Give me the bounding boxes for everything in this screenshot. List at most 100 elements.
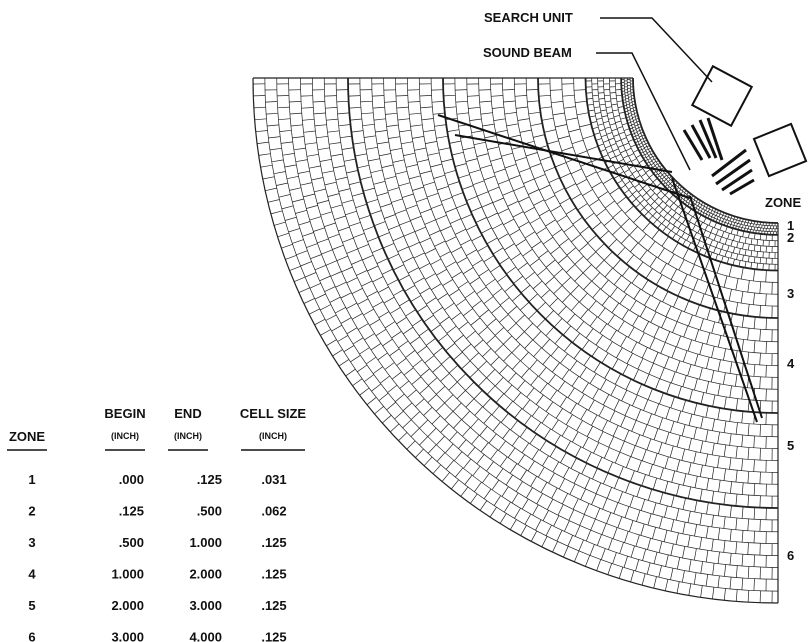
table-cell: 3.000 [111,630,144,642]
search-unit [682,64,808,196]
mesh-arc [537,77,779,319]
table-cell: 5 [28,598,35,613]
mesh-arc [466,77,779,390]
mesh-arc [478,77,779,378]
table-cell: 2.000 [111,598,144,613]
table-cell: .125 [261,567,286,582]
wave [690,124,712,159]
mesh-radials [276,83,773,580]
mesh-arc [395,77,779,461]
wave [721,168,753,192]
table-cell: .125 [261,535,286,550]
table-header-unit: (INCH) [259,431,287,441]
mesh-radials [514,83,773,342]
mesh-arc [623,77,779,233]
mesh-arc [276,77,779,580]
table-cell: .031 [261,472,286,487]
table-cell: .062 [261,504,286,519]
mesh-radials [407,89,779,449]
mesh-arc [608,77,779,248]
mesh-arc [454,77,779,402]
wave [715,158,751,186]
table-cell: .125 [197,472,222,487]
mesh-arc [371,77,779,485]
mesh-radials [300,83,773,556]
mesh-radials [466,83,773,390]
mesh [252,77,779,604]
leader-line [596,52,691,171]
mesh-arc [591,77,779,265]
mesh-arc [626,77,779,230]
mesh-arc [335,77,779,521]
mesh-arc [549,77,779,307]
table-cell: 4.000 [189,630,222,642]
table-header: ZONE [9,429,45,444]
mesh-radials [395,83,773,461]
table-cell: .000 [119,472,144,487]
wave [706,117,724,161]
zone-marker: 6 [787,548,794,563]
wave [711,148,747,178]
wave [698,119,718,159]
sound-beam [437,114,763,423]
mesh-radials [526,89,779,330]
search-unit-label: SEARCH UNIT [484,10,573,25]
mesh-arc [312,77,779,544]
mesh-radials [288,89,779,568]
mesh-arc [525,77,779,331]
table-header: CELL SIZE [240,406,307,421]
mesh-arc [323,77,779,533]
mesh-arc [620,77,779,236]
mesh-radials [561,83,773,295]
mesh-arc [418,77,779,438]
mesh-arc [597,77,779,259]
zone-marker: 2 [787,230,794,245]
table-cell: 4 [28,567,36,582]
table-cell: .500 [197,504,222,519]
mesh-radials [443,83,773,413]
zone-marker: 1 [787,218,794,233]
table-cell: 1.000 [111,567,144,582]
mesh-radials [550,89,779,307]
table-cell: 1.000 [189,535,222,550]
leader-line [600,17,713,83]
mesh-radials [347,83,773,509]
table-header-unit: (INCH) [174,431,202,441]
table-cell: .125 [261,598,286,613]
table-cell: 3 [28,535,35,550]
mesh-arc [347,77,779,509]
mesh-arc [264,77,779,592]
table-header: BEGIN [104,406,145,421]
mesh-radials [324,83,773,532]
transducer [752,122,808,178]
beam-line [671,177,758,423]
mesh-arc [502,77,779,354]
table-cell: 6 [28,630,35,642]
zone-marker: 4 [787,356,795,371]
beam-line [689,195,763,419]
table-cell: .125 [119,504,144,519]
table-cell: 2.000 [189,567,222,582]
mesh-radials [478,89,779,378]
transducer [690,64,754,128]
mesh-arc [573,77,779,283]
mesh-radials [252,83,773,604]
mesh-arc [430,77,779,426]
mesh-arc [513,77,779,343]
mesh-radials [264,89,779,592]
mesh-radials [419,83,773,437]
zone-label: ZONE [765,195,801,210]
table-cell: .125 [261,630,286,642]
mesh-arc [383,77,779,473]
mesh-arc [442,77,779,414]
wave [729,178,755,196]
mesh-arc [603,77,779,253]
table-cell: .500 [119,535,144,550]
table-header: END [174,406,201,421]
sound-beam-label: SOUND BEAM [483,45,572,60]
mesh-radials [490,83,773,366]
mesh-arc [614,77,779,242]
table-cell: 1 [28,472,35,487]
zone-marker: 5 [787,438,794,453]
